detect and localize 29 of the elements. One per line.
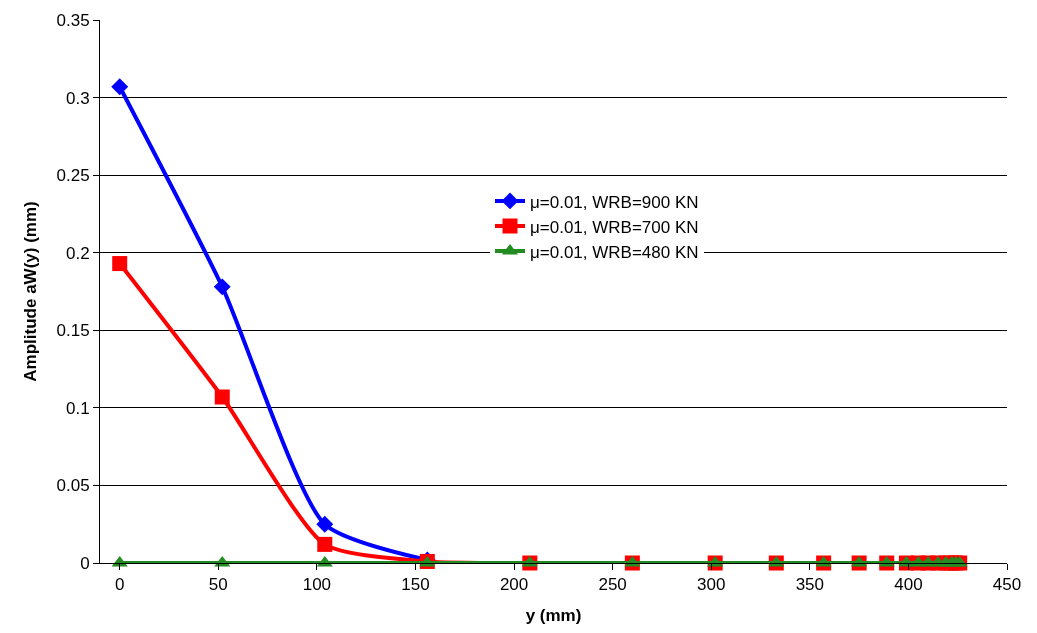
x-axis-title: y (mm) [525,605,582,625]
point [111,78,129,96]
x-tick-label: 300 [697,575,726,595]
y-tick-label: 0.1 [65,398,90,418]
point [214,389,230,405]
x-tick-label: 0 [114,575,125,595]
y-tick-label: 0.2 [65,243,90,263]
y-tick-label: 0.35 [56,10,90,30]
y-tick-label: 0 [80,553,90,573]
x-tick-label: 50 [208,575,228,595]
x-tick-label: 450 [992,575,1022,595]
x-tick-label: 150 [401,575,430,595]
point [316,515,334,533]
x-tick-label: 350 [795,575,825,595]
point [213,278,231,296]
legend-label: μ=0.01, WRB=480 KN [530,242,699,262]
y-tick-label: 0.15 [56,321,90,341]
y-tick-label: 0.05 [56,476,90,496]
y-axis-title: Amplitude aW(y) (mm) [21,201,41,382]
legend-label: μ=0.01, WRB=700 KN [530,217,699,237]
y-tick-label: 0.3 [65,88,90,108]
y-tick-label: 0.25 [56,166,90,186]
x-tick-label: 400 [894,575,923,595]
x-tick-label: 200 [499,575,529,595]
x-tick-label: 100 [302,575,332,595]
legend-label: μ=0.01, WRB=900 KN [530,192,699,212]
x-tick-label: 250 [598,575,627,595]
point [317,536,333,552]
point [112,256,128,272]
